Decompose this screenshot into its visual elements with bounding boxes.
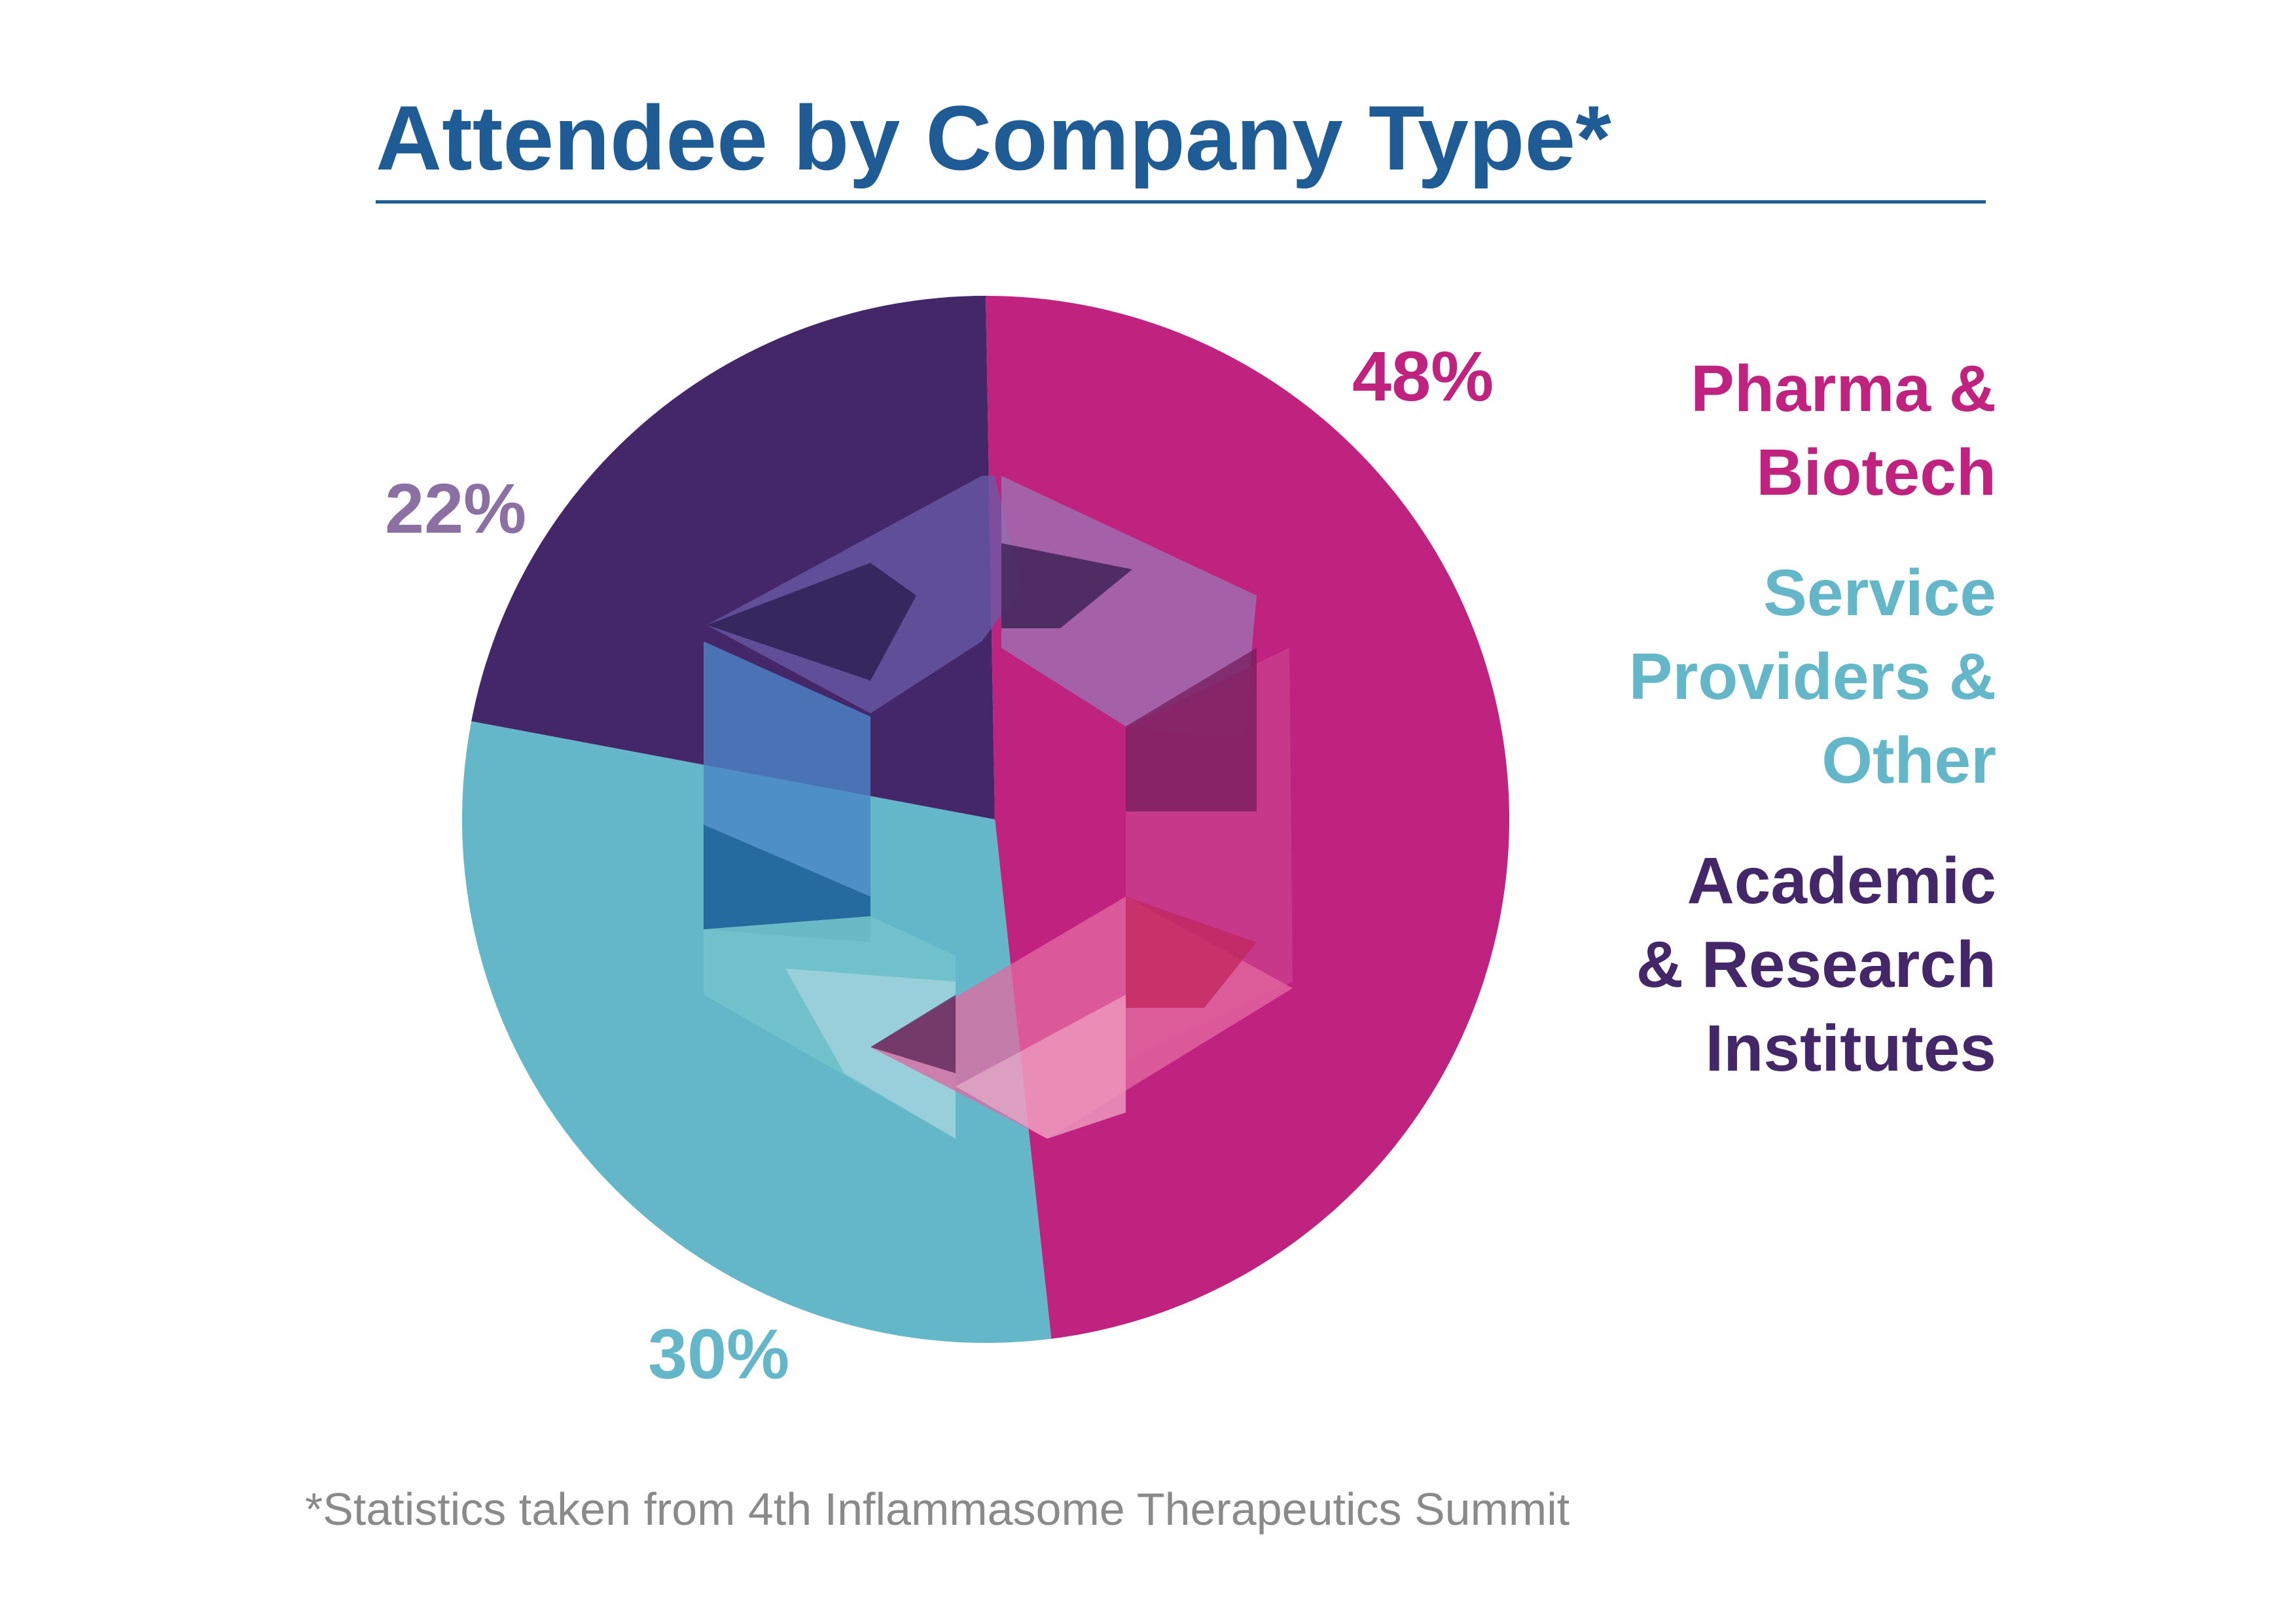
pie-slice-service	[462, 721, 1052, 1343]
legend-entry-academic: Academic & Research Institutes	[1636, 844, 1996, 1085]
legend: Pharma & Biotech Service Providers & Oth…	[1629, 347, 1996, 1127]
slice-label-service: 30%	[648, 1314, 790, 1393]
hex-bottom-face-dark	[870, 995, 956, 1073]
chart-title: Attendee by Company Type*	[376, 86, 1611, 189]
legend-entry-service: Service Providers & Other	[1628, 556, 1996, 797]
hex-bottom-face-accent	[1126, 897, 1257, 1008]
hex-left-face	[704, 641, 870, 897]
hex-top-face-light	[1001, 476, 1257, 740]
hex-top-dark	[707, 563, 916, 681]
hex-top-dark-2	[1001, 543, 1132, 628]
hexagon-logo-overlay	[704, 476, 1293, 1139]
slice-label-academic: 22%	[385, 469, 527, 548]
hex-right-face-dark	[1126, 648, 1257, 812]
hex-bottom-face-light	[956, 995, 1126, 1139]
hex-left-face-dark	[704, 825, 870, 942]
footnote: *Statistics taken from 4th Inflammasome …	[305, 1484, 1570, 1535]
hex-left-bottom-2	[785, 969, 956, 1139]
title-rule	[376, 200, 1986, 204]
legend-entry-pharma: Pharma & Biotech	[1691, 352, 1996, 509]
slice-label-pharma: 48%	[1352, 336, 1494, 416]
